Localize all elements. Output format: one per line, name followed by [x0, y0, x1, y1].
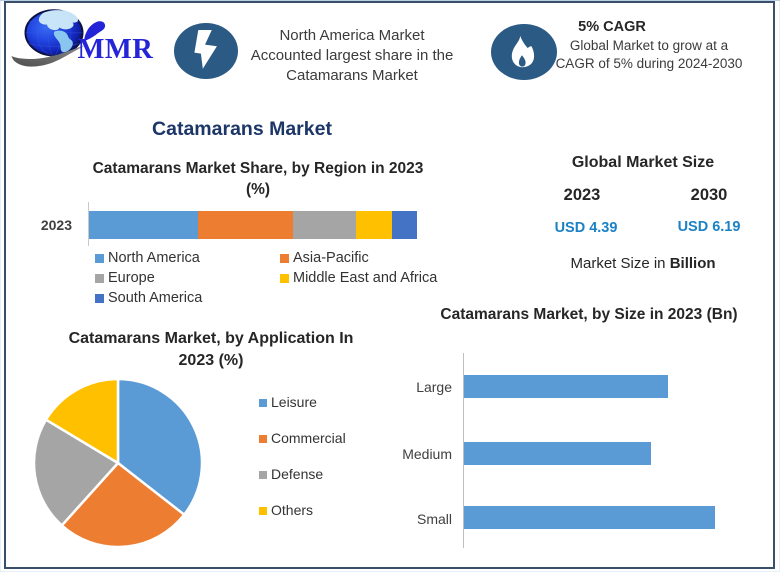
svg-text:MMR: MMR	[78, 34, 154, 65]
